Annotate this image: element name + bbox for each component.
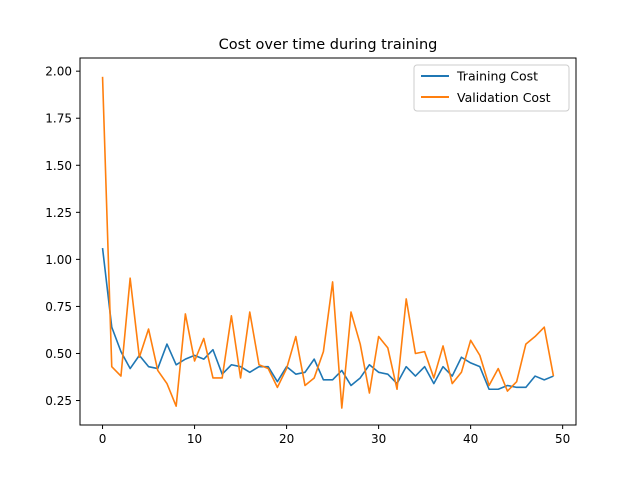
- y-tick-label: 1.25: [45, 206, 72, 220]
- series-lines: [101, 76, 555, 409]
- x-tick-label: 30: [371, 432, 386, 446]
- y-tick-label: 0.50: [45, 347, 72, 361]
- x-tick-label: 10: [187, 432, 202, 446]
- legend-box: [413, 64, 570, 112]
- plot-area: [79, 57, 577, 426]
- y-tick-label: 0.75: [45, 300, 72, 314]
- y-tick-label: 0.25: [45, 394, 72, 408]
- y-axis: 0.25 0.50 0.75 1.00 1.25 1.50 1.75 2.00: [45, 65, 80, 408]
- legend-label-training-cost: Training Cost: [456, 69, 538, 84]
- x-tick-label: 40: [463, 432, 478, 446]
- legend-label-validation-cost: Validation Cost: [457, 90, 551, 105]
- y-tick-label: 1.75: [45, 112, 72, 126]
- x-tick-label: 20: [279, 432, 294, 446]
- y-tick-label: 1.00: [45, 253, 72, 267]
- x-tick-label: 50: [555, 432, 570, 446]
- series-line-training-cost: [101, 247, 554, 391]
- legend: Training Cost Validation Cost: [413, 64, 570, 112]
- chart-title: Cost over time during training: [219, 37, 438, 53]
- x-axis: 0 10 20 30 40 50: [99, 425, 570, 446]
- series-line-validation-cost: [101, 76, 555, 409]
- x-tick-label: 0: [99, 432, 107, 446]
- y-tick-label: 1.50: [45, 159, 72, 173]
- y-tick-label: 2.00: [45, 65, 72, 79]
